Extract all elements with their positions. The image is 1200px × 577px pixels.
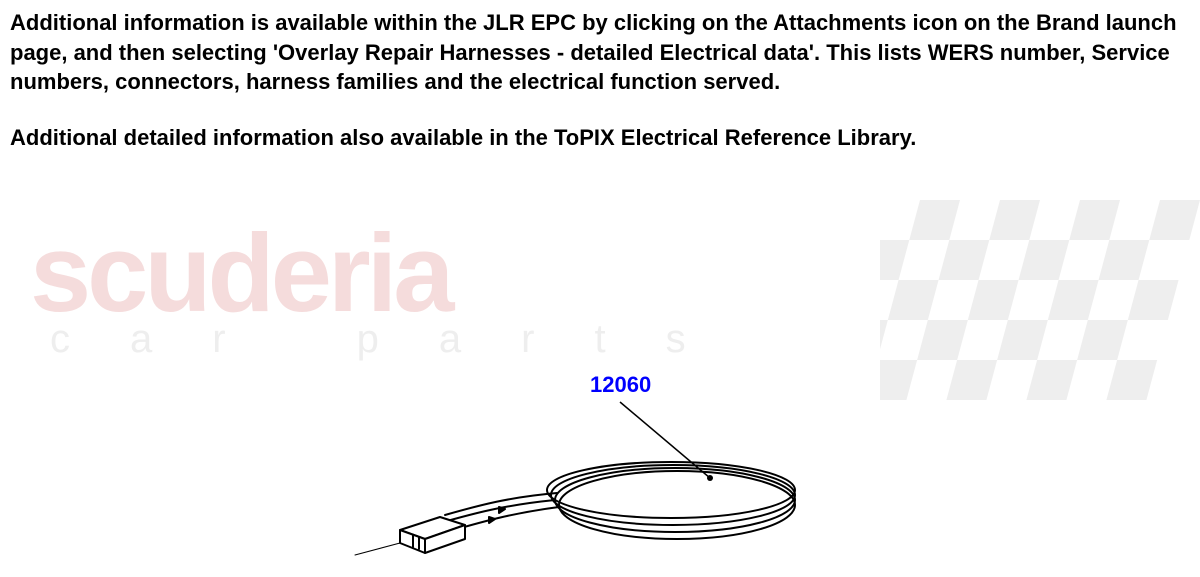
diagram-canvas: scuderia car parts Additional informatio… (0, 0, 1200, 577)
harness-illustration (345, 445, 825, 560)
part-number-label[interactable]: 12060 (590, 372, 651, 398)
info-paragraph-1: Additional information is available with… (10, 8, 1180, 97)
watermark-checker (880, 200, 1200, 400)
info-paragraph-2: Additional detailed information also ava… (10, 123, 1180, 153)
info-text-block: Additional information is available with… (10, 8, 1180, 179)
